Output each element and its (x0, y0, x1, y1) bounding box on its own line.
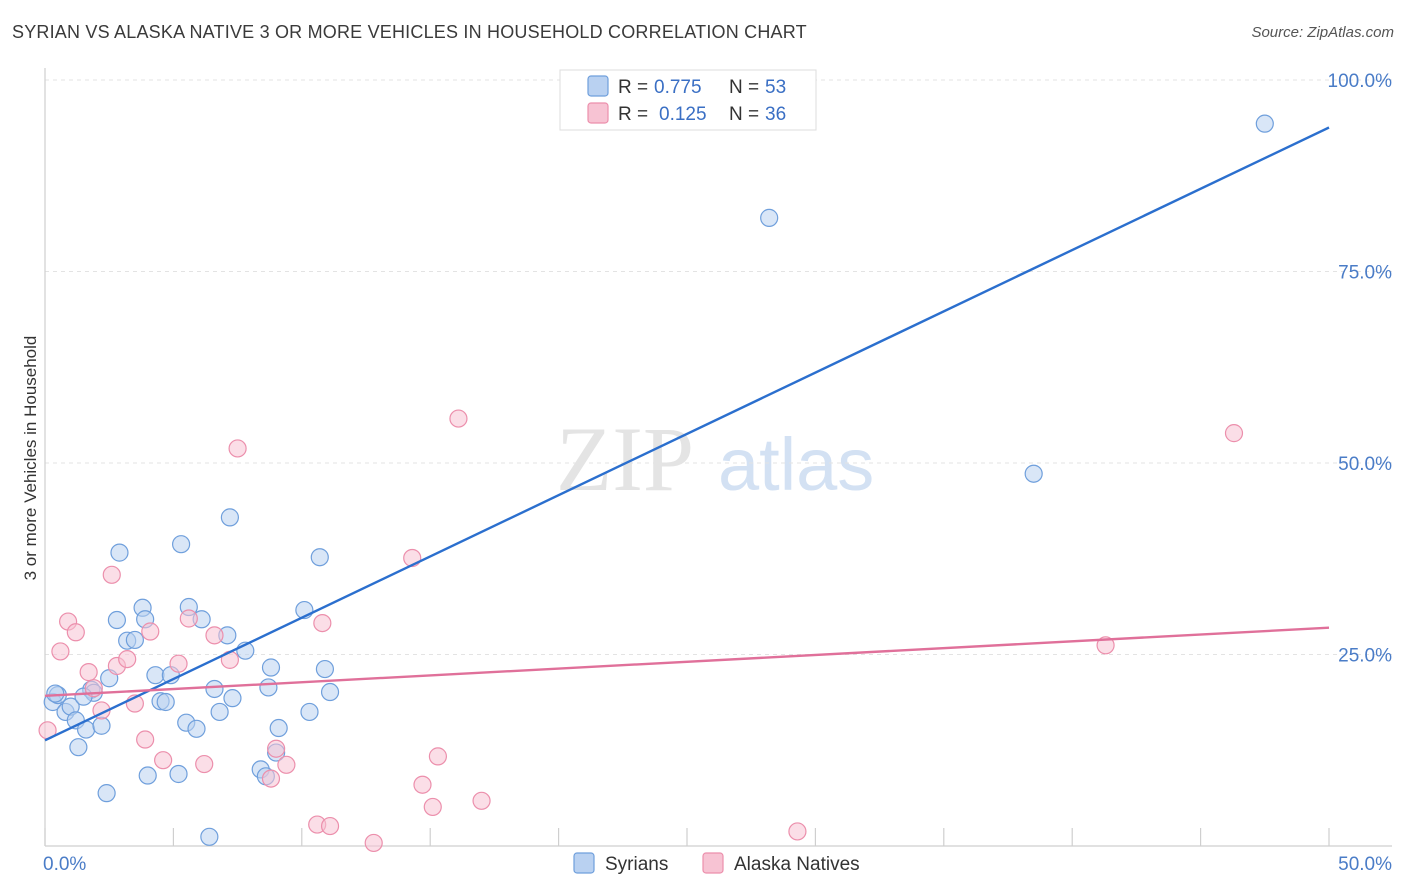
alaska-natives-point-12 (141, 622, 160, 641)
alaska-natives-point-16 (195, 754, 214, 774)
alaska-natives-point-3 (66, 623, 85, 642)
legend-swatch-alaska-natives (587, 102, 609, 124)
syrians-trend-line (44, 126, 1330, 742)
y-tick-label-75: 75.0% (1338, 263, 1392, 284)
syrians-point-45 (320, 682, 340, 702)
alaska-natives-point-14 (169, 654, 188, 673)
syrians-point-47 (760, 208, 779, 227)
syrians-point-12 (107, 610, 127, 630)
legend-r-label-alaska-natives: R = (618, 104, 648, 125)
alaska-natives-point-11 (136, 730, 155, 749)
alaska-natives-trend-line (44, 626, 1330, 698)
alaska-natives-point-31 (449, 409, 468, 428)
source-credit: Source: ZipAtlas.com (1251, 24, 1394, 41)
syrians-point-29 (200, 827, 219, 846)
alaska-natives-point-29 (423, 797, 442, 817)
syrians-point-30 (205, 679, 224, 699)
x-tick-label-1: 50.0% (1338, 854, 1392, 875)
alaska-natives-point-1 (51, 642, 70, 661)
bottom-legend-label-alaska-natives: Alaska Natives (734, 854, 860, 875)
syrians-point-23 (169, 764, 188, 784)
y-tick-label-25: 25.0% (1338, 646, 1392, 667)
alaska-natives-point-22 (277, 755, 296, 774)
alaska-natives-point-35 (1224, 424, 1244, 443)
syrians-point-49 (1255, 114, 1274, 133)
syrians-point-5 (69, 738, 88, 757)
bottom-legend-label-syrians: Syrians (605, 854, 668, 875)
watermark-atlas: atlas (718, 423, 874, 506)
series-legend: Syrians Alaska Natives (573, 852, 860, 875)
y-tick-label-50: 50.0% (1338, 454, 1392, 475)
alaska-natives-point-7 (102, 565, 121, 584)
syrians-point-24 (172, 535, 191, 554)
syrians-point-42 (300, 702, 319, 722)
syrians-point-34 (223, 689, 242, 708)
syrians-point-10 (97, 784, 116, 803)
legend-n-value-syrians: 53 (765, 77, 786, 98)
syrians-point-19 (146, 666, 165, 685)
legend-r-value-syrians: 0.775 (654, 77, 702, 98)
alaska-natives-point-13 (154, 751, 173, 770)
y-axis-label: 3 or more Vehicles in Household (21, 336, 40, 581)
alaska-natives-point-32 (472, 791, 491, 810)
alaska-natives-point-33 (788, 822, 807, 841)
syrians-point-48 (1024, 464, 1043, 483)
gridlines (45, 79, 1392, 655)
legend-swatch-syrians (587, 75, 609, 97)
syrians-point-21 (156, 692, 175, 712)
chart-title: SYRIAN VS ALASKA NATIVE 3 OR MORE VEHICL… (12, 22, 807, 42)
bottom-legend-swatch-alaska-natives (702, 852, 724, 874)
syrians-point-40 (269, 718, 288, 738)
syrians-point-27 (187, 719, 206, 738)
syrians-point-31 (210, 702, 229, 722)
syrians-point-44 (315, 659, 335, 679)
y-tick-label-100: 100.0% (1328, 71, 1393, 92)
x-tick-label-0: 0.0% (43, 854, 86, 875)
legend-n-label-syrians: N = (729, 77, 759, 98)
alaska-natives-point-17 (205, 626, 224, 645)
alaska-natives-point-24 (313, 613, 332, 633)
alaska-natives-point-26 (364, 833, 383, 853)
alaska-natives-point-28 (413, 775, 432, 794)
bottom-legend-swatch-syrians (573, 852, 595, 874)
syrians-point-15 (125, 630, 144, 650)
alaska-natives-point-9 (118, 649, 137, 669)
legend-n-label-alaska-natives: N = (729, 104, 759, 125)
alaska-natives-points (38, 409, 1244, 853)
syrians-point-13 (110, 543, 129, 562)
watermark-zip: ZIP (556, 408, 694, 510)
alaska-natives-point-4 (79, 663, 98, 682)
alaska-natives-point-21 (267, 739, 286, 758)
legend-n-value-alaska-natives: 36 (765, 104, 786, 125)
syrians-point-38 (261, 658, 281, 677)
alaska-natives-point-25 (320, 816, 340, 836)
legend-r-value-alaska-natives: 0.125 (659, 104, 707, 125)
trend-lines (44, 126, 1330, 742)
alaska-natives-point-34 (1096, 636, 1115, 655)
correlation-legend: R = 0.775 N = 53 R = 0.125 N = 36 (559, 69, 817, 131)
alaska-natives-point-15 (179, 609, 198, 628)
syrians-point-18 (138, 766, 157, 785)
syrians-point-50 (46, 684, 65, 703)
y-tick-labels: 25.0% 50.0% 75.0% 100.0% (1328, 71, 1393, 667)
syrians-point-33 (220, 508, 239, 527)
axes (44, 68, 1392, 847)
x-ticks (44, 828, 1330, 846)
alaska-natives-point-20 (261, 769, 281, 788)
legend-r-label-syrians: R = (618, 77, 648, 98)
alaska-natives-point-19 (228, 439, 247, 458)
syrians-point-43 (310, 548, 329, 567)
alaska-natives-point-30 (428, 747, 448, 766)
syrians-point-37 (259, 678, 278, 697)
syrians-point-9 (92, 716, 111, 735)
